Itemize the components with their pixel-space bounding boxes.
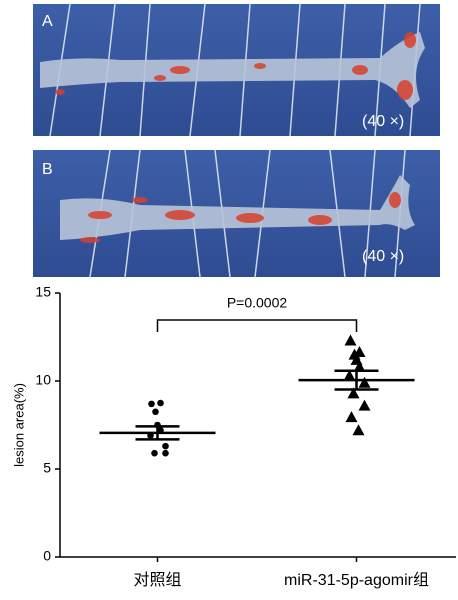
data-point (347, 387, 360, 399)
y-tick-label: 0 (43, 548, 51, 564)
photo-b (33, 149, 440, 278)
data-point (353, 360, 366, 372)
magnification: (40 ×) (362, 248, 404, 265)
data-point (343, 369, 356, 381)
y-tick-label: 10 (35, 372, 51, 388)
data-point (151, 449, 158, 457)
x-tick-label: miR-31-5p-agomir组 (284, 571, 429, 589)
y-tick-label: 5 (43, 460, 51, 476)
data-point (152, 408, 159, 416)
magnification: (40 ×) (362, 113, 404, 130)
data-point (162, 449, 169, 457)
data-point (358, 376, 371, 388)
data-point (358, 399, 371, 411)
data-point (345, 411, 358, 423)
significance-bracket (156, 319, 358, 332)
data-point (162, 442, 169, 450)
panel-label: A (42, 13, 53, 30)
y-axis-label: lesion area(%) (11, 383, 26, 467)
photo-a (33, 3, 440, 137)
annotation: P=0.0002 (227, 295, 288, 311)
data-point (148, 400, 155, 408)
data-point (344, 334, 357, 346)
panel-label: B (42, 161, 53, 178)
data-point (157, 399, 164, 407)
data-point (352, 424, 365, 436)
error-bar (334, 369, 379, 391)
y-tick-label: 15 (35, 284, 51, 300)
error-bar (135, 425, 180, 441)
x-tick-label: 对照组 (133, 571, 181, 589)
